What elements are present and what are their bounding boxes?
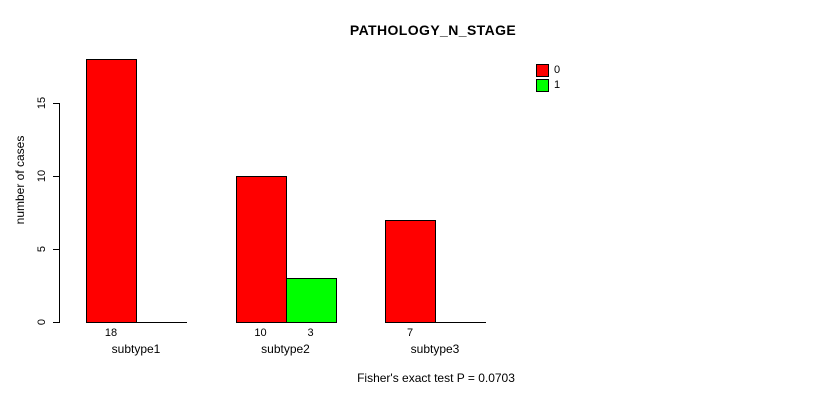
- y-axis-tick: [53, 103, 59, 104]
- y-axis-label: number of cases: [13, 135, 27, 225]
- legend-swatch-1: [536, 79, 549, 92]
- y-axis-tick: [53, 249, 59, 250]
- y-axis-tick: [53, 322, 59, 323]
- bar-subtype2-series-0: [235, 176, 287, 323]
- category-label-subtype1: subtype1: [111, 342, 161, 356]
- bar-value-label-subtype1-series-0: 18: [104, 327, 118, 339]
- legend-swatch-0: [536, 64, 549, 77]
- zero-bar-subtype1-series-1: [136, 322, 187, 323]
- bar-subtype1-series-0: [86, 59, 137, 323]
- y-axis-tick-label: 15: [36, 96, 48, 110]
- bar-subtype3-series-0: [385, 219, 436, 323]
- chart-title: PATHOLOGY_N_STAGE: [349, 22, 517, 38]
- y-axis-line: [59, 103, 60, 323]
- legend-label-0: 0: [554, 64, 561, 76]
- y-axis-tick-label: 10: [36, 169, 48, 183]
- legend-row-1: 1: [536, 79, 560, 92]
- y-axis-tick-label: 5: [36, 245, 48, 253]
- category-label-subtype2: subtype2: [261, 342, 310, 356]
- legend-row-0: 0: [536, 64, 560, 77]
- legend-label-1: 1: [554, 79, 561, 91]
- bar-subtype2-series-1: [285, 278, 337, 323]
- bar-value-label-subtype2-series-0: 10: [254, 327, 267, 339]
- y-axis-tick: [53, 176, 59, 177]
- y-axis-tick-label: 0: [36, 318, 48, 326]
- bar-value-label-subtype2-series-1: 3: [307, 327, 314, 339]
- zero-bar-subtype3-series-1: [435, 322, 486, 323]
- bar-value-label-subtype3-series-0: 7: [406, 327, 414, 339]
- annotation-fisher-test: Fisher's exact test P = 0.0703: [357, 371, 515, 385]
- category-label-subtype3: subtype3: [410, 342, 460, 356]
